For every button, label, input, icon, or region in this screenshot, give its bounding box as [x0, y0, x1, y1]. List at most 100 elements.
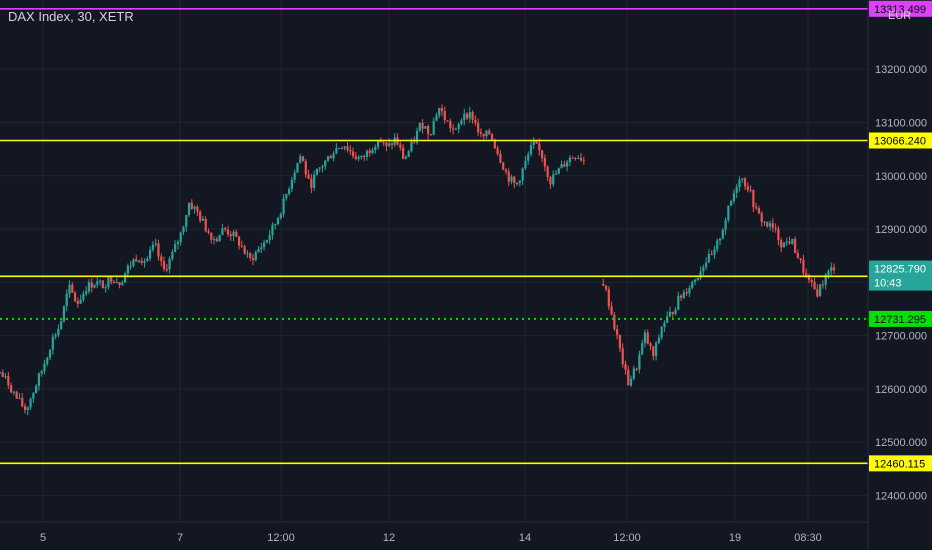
candle-down — [71, 284, 74, 293]
candle-down — [574, 157, 577, 159]
candle-up — [12, 391, 15, 393]
candle-up — [460, 120, 463, 125]
candle-down — [488, 130, 491, 135]
candle-up — [716, 240, 719, 250]
candle-up — [282, 198, 285, 215]
candle-down — [307, 174, 310, 179]
candle-up — [410, 141, 413, 152]
candle-up — [29, 398, 32, 408]
candle-down — [157, 243, 160, 257]
candle-up — [182, 226, 185, 233]
candle-up — [265, 240, 268, 243]
candle-up — [418, 123, 421, 132]
candle-up — [326, 156, 330, 161]
candle-up — [232, 231, 235, 237]
candle-down — [446, 120, 449, 122]
candle-up — [293, 172, 296, 180]
candle-up — [554, 173, 558, 175]
candle-down — [796, 253, 799, 259]
candle-up — [721, 229, 724, 239]
candle-down — [571, 157, 574, 159]
candle-up — [187, 202, 191, 215]
price-level-labels: 13313.49913066.24012811.30312731.2951246… — [869, 0, 932, 472]
candle-up — [263, 242, 266, 248]
candle-up — [126, 265, 129, 274]
candle-up — [176, 242, 180, 245]
candle-down — [440, 107, 444, 112]
candle-down — [465, 113, 469, 119]
level-12731-label-bg — [869, 310, 932, 327]
candle-down — [427, 126, 430, 135]
candle-up — [48, 349, 52, 358]
candle-down — [204, 218, 207, 232]
candle-up — [724, 220, 727, 230]
candle-up — [288, 189, 291, 194]
candle-down — [546, 166, 549, 177]
candle-up — [510, 176, 513, 182]
candle-down — [757, 208, 761, 214]
candle-down — [196, 206, 199, 212]
candle-up — [438, 107, 441, 116]
candle-up — [727, 205, 730, 221]
candle-down — [351, 151, 355, 157]
candle-down — [368, 150, 371, 153]
candle-down — [780, 240, 783, 248]
horizontal-levels — [0, 7, 868, 465]
candle-down — [112, 281, 116, 283]
candle-down — [15, 391, 18, 399]
candle-up — [415, 131, 419, 143]
candle-up — [454, 128, 458, 130]
candle-down — [226, 229, 230, 235]
candle-up — [87, 282, 91, 292]
candle-up — [568, 157, 571, 163]
candle-down — [110, 276, 113, 282]
candle-down — [563, 164, 566, 167]
candle-down — [813, 281, 816, 290]
candle-down — [646, 332, 649, 344]
candle-down — [543, 158, 546, 167]
price-tick-label: 12400.000 — [875, 490, 927, 502]
candle-up — [0, 372, 2, 374]
candle-down — [649, 343, 652, 347]
candle-up — [699, 271, 702, 278]
candle-up — [677, 295, 680, 310]
candle-up — [557, 168, 560, 174]
candle-down — [810, 279, 813, 282]
candle-down — [535, 141, 538, 144]
candle-down — [340, 148, 344, 150]
candle-down — [224, 228, 227, 230]
candle-up — [324, 160, 327, 167]
candle-up — [730, 201, 733, 206]
candle-up — [824, 274, 827, 285]
last-price-label-bg — [869, 260, 932, 291]
price-tick-label: 13100.000 — [875, 118, 927, 130]
candle-down — [618, 335, 622, 349]
candle-down — [23, 406, 27, 410]
candle-down — [496, 148, 499, 154]
candlestick-series — [0, 104, 836, 416]
candle-down — [101, 280, 104, 289]
candle-down — [616, 328, 619, 336]
candle-down — [474, 119, 477, 123]
candle-up — [641, 343, 644, 355]
candle-down — [1, 372, 4, 377]
price-tick-label: 12900.000 — [875, 224, 927, 236]
candle-up — [424, 126, 427, 129]
candle-down — [579, 158, 583, 161]
candle-up — [254, 251, 257, 261]
level-12460-label: 12460.115 — [874, 458, 925, 470]
candle-up — [688, 288, 691, 294]
candle-down — [755, 207, 758, 209]
candle-up — [96, 281, 99, 285]
candle-up — [718, 238, 722, 241]
candle-down — [613, 314, 616, 329]
chart-legend-title: DAX Index, 30, XETR — [8, 9, 134, 24]
candle-up — [332, 153, 335, 159]
candle-up — [463, 113, 466, 121]
candle-up — [654, 343, 658, 357]
candle-up — [782, 242, 786, 248]
candle-up — [26, 407, 29, 410]
candle-up — [35, 385, 38, 394]
